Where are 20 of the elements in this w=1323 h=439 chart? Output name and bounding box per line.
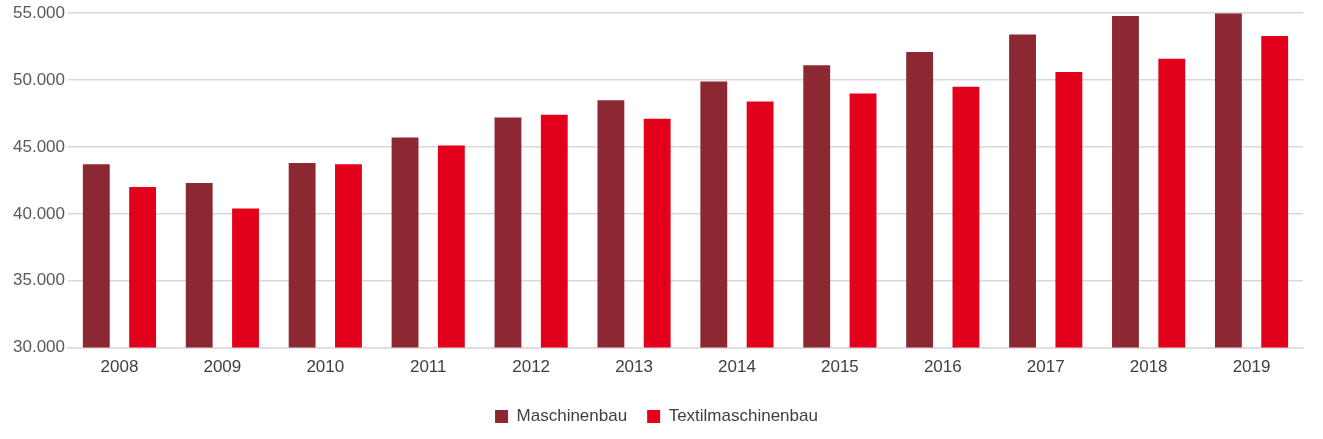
x-tick-label: 2019 bbox=[1232, 357, 1271, 377]
x-tick-label: 2009 bbox=[203, 357, 242, 377]
x-tick-label: 2017 bbox=[1026, 357, 1065, 377]
x-tick-label: 2010 bbox=[306, 357, 345, 377]
x-tick-label: 2014 bbox=[718, 357, 756, 377]
x-tick-label: 2015 bbox=[820, 357, 859, 377]
legend-label: Maschinenbau bbox=[516, 406, 628, 426]
legend-label: Textilmaschinenbau bbox=[668, 406, 818, 426]
x-tick-label: 2016 bbox=[923, 357, 962, 377]
y-tick-label: 45.000 bbox=[13, 136, 65, 156]
x-tick-label: 2008 bbox=[100, 357, 139, 377]
y-tick-label: 50.000 bbox=[13, 69, 65, 89]
x-tick-label: 2013 bbox=[615, 357, 653, 377]
x-tick-label: 2011 bbox=[409, 357, 447, 377]
y-tick-label: 40.000 bbox=[13, 203, 65, 223]
x-tick-label: 2012 bbox=[512, 357, 551, 377]
x-tick-label: 2018 bbox=[1129, 357, 1168, 377]
y-tick-label: 55.000 bbox=[13, 2, 65, 22]
y-tick-label: 30.000 bbox=[13, 337, 65, 357]
y-tick-label: 35.000 bbox=[13, 270, 65, 290]
